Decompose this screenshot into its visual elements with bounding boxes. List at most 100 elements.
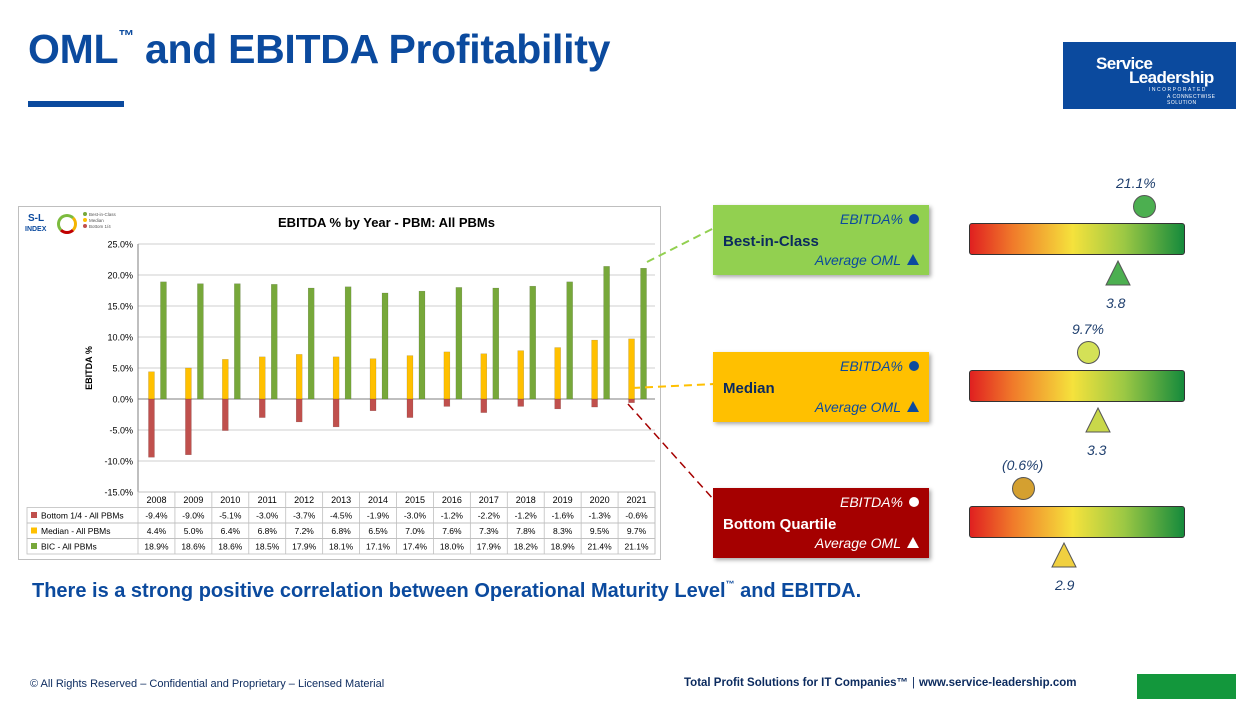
trademark: ™ bbox=[118, 28, 134, 45]
bar-2-1 bbox=[197, 283, 204, 400]
footer-tagline: Total Profit Solutions for IT Companies™… bbox=[684, 677, 1077, 689]
data-label: -9.0% bbox=[182, 511, 205, 521]
callout-label: Bottom Quartile bbox=[723, 516, 837, 533]
service-leadership-logo: Service Leadership INCORPORATED A CONNEC… bbox=[1063, 42, 1236, 109]
gauge-oml-triangle-icon bbox=[1051, 541, 1077, 568]
y-tick-label: 5.0% bbox=[112, 364, 133, 374]
callout-oml: Average OML bbox=[815, 399, 919, 415]
data-label: 6.4% bbox=[221, 526, 241, 536]
bar-2-12 bbox=[603, 266, 610, 400]
x-tick-label: 2009 bbox=[183, 495, 203, 505]
data-label: 18.6% bbox=[181, 542, 206, 552]
y-tick-label: -15.0% bbox=[104, 488, 133, 498]
y-tick-label: -10.0% bbox=[104, 457, 133, 467]
data-label: 18.6% bbox=[218, 542, 243, 552]
x-tick-label: 2020 bbox=[590, 495, 610, 505]
bar-0-2 bbox=[222, 398, 229, 431]
callout-ebitda: EBITDA% bbox=[840, 358, 919, 374]
gauge-ebitda-label: 9.7% bbox=[1072, 321, 1104, 337]
footer-website-link[interactable]: www.service-leadership.com bbox=[919, 677, 1077, 689]
bar-0-8 bbox=[443, 398, 451, 407]
callout-ebitda: EBITDA% bbox=[840, 494, 919, 510]
x-tick-label: 2014 bbox=[368, 495, 388, 505]
oml-gauge-bar bbox=[969, 506, 1185, 538]
data-label: -1.2% bbox=[515, 511, 538, 521]
gauge-ebitda-label: (0.6%) bbox=[1002, 457, 1044, 473]
oml-gauge-bar bbox=[969, 370, 1185, 402]
gauge-oml-triangle-icon bbox=[1105, 259, 1131, 286]
data-label: 5.0% bbox=[184, 526, 204, 536]
gauge-oml-label: 2.9 bbox=[1055, 577, 1075, 593]
data-label: 7.6% bbox=[442, 526, 462, 536]
chart-title: EBITDA % by Year - PBM: All PBMs bbox=[278, 215, 495, 230]
data-label: -0.6% bbox=[625, 511, 648, 521]
data-label: 17.4% bbox=[403, 542, 428, 552]
data-label: -2.2% bbox=[478, 511, 501, 521]
data-label: -1.3% bbox=[588, 511, 611, 521]
data-label: 21.1% bbox=[624, 542, 649, 552]
sl-index-logo: S-L INDEX bbox=[23, 211, 83, 243]
data-label: 6.5% bbox=[368, 526, 388, 536]
tagline: There is a strong positive correlation b… bbox=[32, 579, 862, 602]
x-tick-label: 2017 bbox=[479, 495, 499, 505]
data-label: -5.1% bbox=[219, 511, 242, 521]
bar-2-13 bbox=[640, 267, 647, 400]
data-label: -3.0% bbox=[256, 511, 279, 521]
legend-swatch bbox=[31, 527, 37, 534]
callout-best-in-class: EBITDA% Best-in-Class Average OML bbox=[713, 205, 929, 275]
x-tick-label: 2011 bbox=[258, 495, 277, 505]
x-tick-label: 2019 bbox=[553, 495, 573, 505]
data-label: 18.1% bbox=[329, 542, 354, 552]
callout-ebitda: EBITDA% bbox=[840, 211, 919, 227]
bar-2-2 bbox=[234, 283, 241, 400]
data-label: -1.2% bbox=[441, 511, 464, 521]
title-underline bbox=[28, 101, 124, 107]
oml-triangle-icon bbox=[907, 536, 919, 548]
bar-0-0 bbox=[148, 398, 155, 458]
data-label: 6.8% bbox=[258, 526, 278, 536]
callout-bottom-quartile: EBITDA% Bottom Quartile Average OML bbox=[713, 488, 929, 558]
gauge-ebitda-circle-icon bbox=[1012, 477, 1035, 500]
bar-0-10 bbox=[517, 398, 524, 407]
gauge-ebitda-circle-icon bbox=[1077, 341, 1100, 364]
bar-2-3 bbox=[271, 284, 278, 400]
data-label: -3.0% bbox=[404, 511, 427, 521]
bar-0-12 bbox=[591, 398, 598, 408]
data-label: 6.8% bbox=[331, 526, 351, 536]
bar-0-11 bbox=[554, 398, 561, 410]
sl-index-ring-icon bbox=[57, 214, 77, 234]
bar-2-0 bbox=[160, 281, 167, 400]
data-label: -3.7% bbox=[293, 511, 316, 521]
x-tick-label: 2010 bbox=[220, 495, 240, 505]
x-tick-label: 2018 bbox=[516, 495, 536, 505]
data-label: 9.5% bbox=[590, 526, 610, 536]
bar-0-7 bbox=[406, 398, 414, 418]
data-label: 7.0% bbox=[405, 526, 425, 536]
gauge-ebitda-label: 21.1% bbox=[1116, 175, 1156, 191]
data-label: 18.0% bbox=[440, 542, 465, 552]
y-tick-label: 20.0% bbox=[107, 271, 133, 281]
data-label: -1.9% bbox=[367, 511, 390, 521]
data-label: 8.3% bbox=[553, 526, 573, 536]
bar-2-9 bbox=[492, 287, 500, 400]
data-label: 17.1% bbox=[366, 542, 391, 552]
data-label: 17.9% bbox=[292, 542, 317, 552]
y-tick-label: 10.0% bbox=[107, 333, 133, 343]
bar-2-6 bbox=[381, 292, 389, 400]
ebitda-dot-icon bbox=[909, 214, 919, 225]
data-label: 18.9% bbox=[551, 542, 576, 552]
x-tick-label: 2008 bbox=[146, 495, 166, 505]
bar-0-9 bbox=[480, 398, 488, 413]
gauge-oml-triangle-icon bbox=[1085, 406, 1111, 433]
ebitda-chart: S-L INDEX Best-in-Class Median Bottom 1/… bbox=[18, 206, 661, 560]
bar-2-4 bbox=[307, 287, 315, 400]
legend-swatch bbox=[31, 512, 37, 518]
data-label: -4.5% bbox=[330, 511, 353, 521]
legend-label: Median - All PBMs bbox=[41, 526, 110, 536]
callout-median: EBITDA% Median Average OML bbox=[713, 352, 929, 422]
data-label: 18.5% bbox=[255, 542, 280, 552]
bar-2-11 bbox=[566, 281, 573, 400]
data-label: 18.9% bbox=[144, 542, 169, 552]
data-label: 17.9% bbox=[477, 542, 502, 552]
